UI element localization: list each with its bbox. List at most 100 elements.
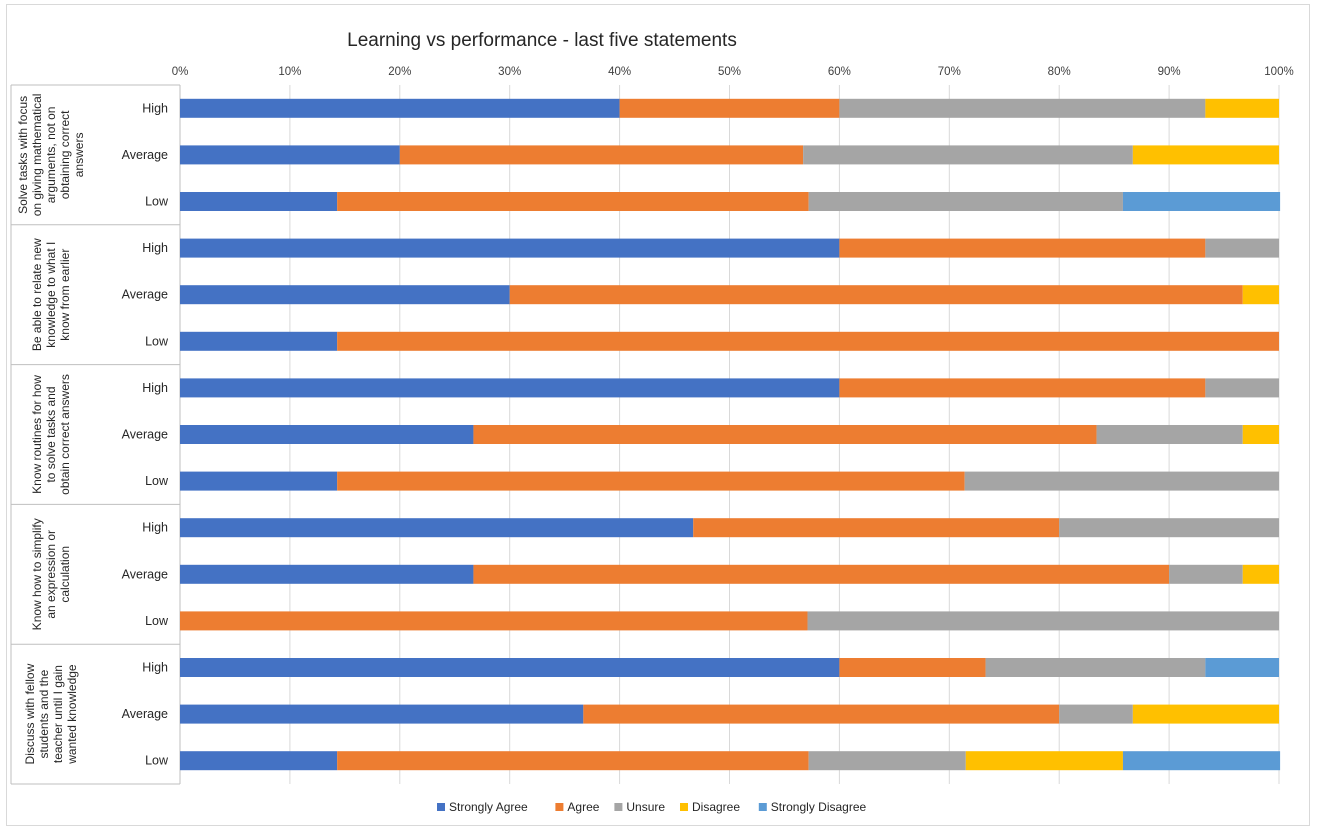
bar-segment [180, 425, 474, 444]
group-label-line: Know routines for how [30, 375, 44, 494]
bar-segment [180, 658, 840, 677]
bar-segment [1205, 98, 1279, 118]
category-label: High [142, 381, 168, 395]
group-label: Know routines for howto solve tasks ando… [30, 374, 72, 495]
legend-label: Disagree [692, 800, 740, 814]
category-label: Low [145, 754, 169, 768]
group-label-line: teacher until I gain [51, 665, 65, 763]
legend-label: Agree [567, 800, 599, 814]
legend-label: Strongly Disagree [771, 800, 867, 814]
group-label-line: arguments, not on [44, 107, 58, 204]
x-tick-label: 40% [608, 66, 631, 78]
chart-frame: Learning vs performance - last five stat… [6, 4, 1310, 826]
group-label: Know how to simplifyan expression orcalc… [30, 518, 72, 630]
category-label: Average [122, 288, 168, 302]
bar-segment [180, 145, 400, 165]
chart-title: Learning vs performance - last five stat… [347, 30, 737, 51]
group-label-line: calculation [58, 546, 72, 603]
group-label: Discuss with fellowstudents and theteach… [23, 663, 79, 764]
legend-label: Unsure [626, 800, 665, 814]
stacked-bar-chart: Learning vs performance - last five stat… [10, 30, 1294, 814]
bar-segment [180, 285, 510, 305]
legend-swatch [680, 803, 688, 811]
category-label: Average [122, 707, 168, 721]
bar-segment [839, 378, 1206, 398]
bar-segment [180, 98, 620, 118]
bar-segment [180, 518, 694, 538]
bar-segment [1169, 564, 1243, 584]
bar-segment [803, 145, 1133, 165]
bar-segment [180, 564, 474, 584]
group-label-line: obtain correct answers [58, 374, 72, 495]
bar-segment [808, 192, 1123, 211]
category-label: Low [145, 334, 169, 348]
group-label-line: students and the [37, 669, 51, 758]
group-label-line: knowledge to what I [44, 242, 58, 348]
x-axis-tick-labels: 0% 10% 20% 30% 40% 50% 60% 70% 80% 90% 100% [172, 66, 1294, 78]
category-label: Low [145, 474, 169, 488]
bar-segment [839, 238, 1206, 258]
x-tick-label: 50% [718, 66, 741, 78]
legend-label: Strongly Agree [449, 800, 528, 814]
bar-segment [965, 751, 1123, 771]
bar-segment [473, 425, 1097, 444]
legend-swatch [437, 803, 445, 811]
bar-segment [473, 564, 1170, 584]
category-label: Low [145, 614, 169, 628]
category-label: High [142, 101, 168, 115]
category-labels: Solve tasks with focuson giving mathemat… [16, 94, 169, 768]
bar-segment [808, 751, 966, 771]
bar-segment [1242, 285, 1279, 305]
x-tick-label: 90% [1158, 66, 1181, 78]
bar-segment [964, 471, 1279, 491]
bar-segment [583, 704, 1060, 724]
group-label-line: know from earlier [58, 249, 72, 341]
group-label: Solve tasks with focuson giving mathemat… [16, 94, 86, 217]
bar-segment [839, 98, 1206, 118]
bar-segment [1122, 751, 1281, 771]
bar-segment [1205, 238, 1279, 258]
x-tick-label: 0% [172, 66, 189, 78]
group-label-line: obtaining correct [58, 110, 72, 199]
group-label-line: answers [72, 133, 86, 178]
bar-segment [985, 658, 1206, 677]
bar-segment [180, 238, 840, 258]
x-tick-label: 60% [828, 66, 851, 78]
category-label: Average [122, 428, 168, 442]
bar-segment [1205, 658, 1279, 677]
bar-segment [509, 285, 1243, 305]
x-tick-label: 20% [388, 66, 411, 78]
group-label-line: an expression or [44, 530, 58, 619]
bar-segment [180, 751, 338, 771]
bar-segment [693, 518, 1060, 538]
bar-segment [180, 611, 808, 631]
bar-segment [337, 471, 965, 491]
legend: Strongly Agree Agree Unsure Disagree Strongl… [437, 800, 867, 814]
bar-segment [619, 98, 840, 118]
category-label: High [142, 241, 168, 255]
category-label: Low [145, 195, 169, 209]
bar-segment [1096, 425, 1243, 444]
bar-segment [1059, 704, 1133, 724]
bar-segment [180, 192, 338, 211]
bar-segment [1242, 425, 1279, 444]
group-label-line: to solve tasks and [44, 386, 58, 482]
bar-segment [1059, 518, 1279, 538]
bar-segment [1205, 378, 1279, 398]
bar-segment [180, 378, 840, 398]
category-label: High [142, 661, 168, 675]
x-tick-label: 30% [498, 66, 521, 78]
category-label: Average [122, 148, 168, 162]
bar-segment [1132, 704, 1279, 724]
bar-segment [180, 471, 338, 491]
group-label-line: wanted knowledge [65, 664, 79, 765]
x-tick-label: 100% [1264, 66, 1293, 78]
group-label-line: Be able to relate new [30, 238, 44, 351]
group-label-line: on giving mathematical [30, 94, 44, 217]
bar-segment [180, 331, 338, 351]
bar-segment [1122, 192, 1281, 211]
legend-swatch [614, 803, 623, 811]
bar-segment [399, 145, 804, 165]
group-label: Be able to relate newknowledge to what I… [30, 238, 72, 351]
bar-segment [1242, 564, 1279, 584]
